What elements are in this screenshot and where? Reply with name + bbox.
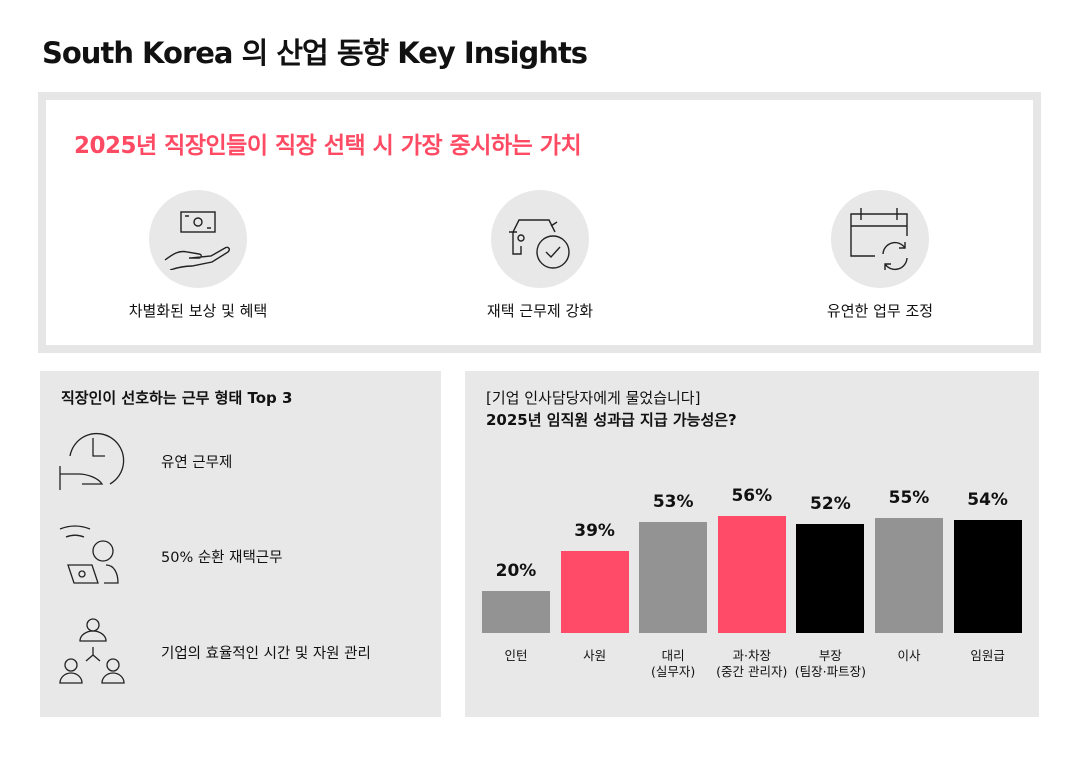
category-label-line: (실무자): [651, 664, 696, 679]
category-label-line: 부장: [818, 648, 842, 663]
work-types-title: 직장인이 선호하는 근무 형태 Top 3: [61, 389, 293, 407]
bar-value-label: 52%: [810, 494, 851, 515]
bar-value-label: 39%: [574, 521, 615, 542]
bar-chart: 20% 인턴 39% 사원 53% 대리 (실무자) 56% 과·차장 (중간 관리자) 52% 부장…: [465, 371, 1039, 717]
values-section: 2025년 직장인들이 직장 선택 시 가장 중시하는 가치 차별화된 보상 및…: [38, 92, 1041, 353]
bar-value-label: 20%: [495, 561, 537, 582]
team-hierarchy-icon: [59, 618, 125, 684]
page-title: South Korea 의 산업 동향 Key Insights: [42, 36, 588, 70]
work-types-panel: 직장인이 선호하는 근무 형태 Top 3 유연 근무제 50% 순환 재택근무…: [40, 371, 441, 717]
category-label-line: (중간 관리자): [716, 664, 788, 679]
car-check-icon: [491, 190, 589, 288]
category-label: 대리 (실무자): [623, 648, 723, 680]
remote-work-icon: [59, 525, 119, 584]
value-label: 차별화된 보상 및 혜택: [128, 302, 268, 320]
category-label: 부장 (팀장·파트장): [780, 648, 880, 680]
category-label: 과·차장 (중간 관리자): [702, 648, 802, 680]
work-type-item: 50% 순환 재택근무: [58, 521, 438, 591]
bar-value-label: 53%: [652, 492, 694, 513]
money-hand-icon: [149, 190, 247, 288]
values-title: 2025년 직장인들이 직장 선택 시 가장 중시하는 가치: [74, 133, 582, 159]
bar: [639, 522, 708, 633]
category-label: 이사: [859, 648, 959, 664]
category-label-line: (팀장·파트장): [794, 664, 866, 679]
category-label: 사원: [545, 648, 645, 664]
work-type-label: 기업의 효율적인 시간 및 자원 관리: [161, 645, 371, 662]
bar: [482, 591, 550, 633]
category-label-line: 이사: [897, 648, 921, 663]
bonus-chart-panel: [기업 인사담당자에게 물었습니다] 2025년 임직원 성과급 지급 가능성은…: [465, 371, 1039, 717]
bar: [796, 524, 865, 633]
calendar-refresh-icon: [831, 190, 929, 288]
category-label-line: 대리: [661, 648, 685, 663]
bar-value-label: 56%: [731, 485, 773, 506]
work-type-label: 유연 근무제: [161, 454, 233, 471]
value-label: 재택 근무제 강화: [486, 302, 594, 320]
category-label-line: 임원급: [970, 648, 1005, 663]
bar: [875, 518, 943, 633]
chart-title-line2: 2025년 임직원 성과급 지급 가능성은?: [486, 411, 737, 429]
work-type-item: 기업의 효율적인 시간 및 자원 관리: [58, 617, 438, 687]
clock-hand-icon: [59, 432, 125, 490]
bar: [953, 520, 1022, 633]
value-label: 유연한 업무 조정: [826, 302, 934, 320]
category-label: 인턴: [466, 648, 566, 664]
category-label-line: 과·차장: [732, 648, 772, 663]
bar-value-label: 54%: [967, 490, 1008, 511]
bar: [717, 515, 786, 633]
category-label-line: 인턴: [504, 648, 528, 663]
bar-value-label: 55%: [888, 488, 930, 509]
chart-title: [기업 인사담당자에게 물었습니다] 2025년 임직원 성과급 지급 가능성은…: [486, 387, 737, 431]
category-label-line: 사원: [583, 648, 607, 663]
bar: [560, 551, 629, 633]
work-type-item: 유연 근무제: [58, 426, 438, 496]
work-type-label: 50% 순환 재택근무: [161, 549, 283, 566]
value-item: 유연한 업무 조정: [760, 190, 1000, 321]
value-item: 재택 근무제 강화: [420, 190, 660, 321]
value-item: 차별화된 보상 및 혜택: [78, 190, 318, 321]
category-label: 임원급: [938, 648, 1038, 664]
chart-title-line1: [기업 인사담당자에게 물었습니다]: [486, 389, 701, 407]
